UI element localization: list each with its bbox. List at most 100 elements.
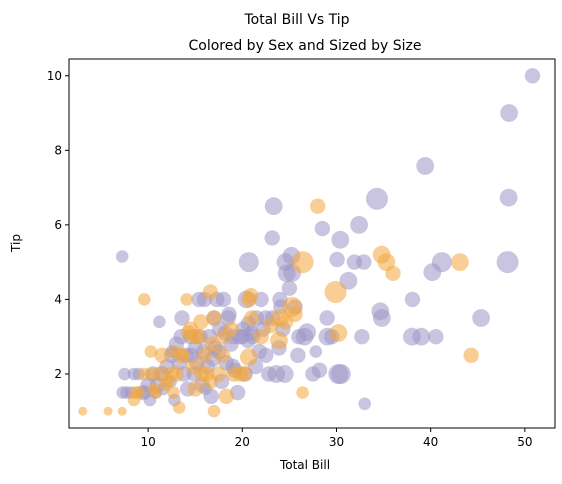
data-point xyxy=(153,315,166,329)
data-point xyxy=(264,230,280,246)
data-point xyxy=(296,386,309,399)
data-point xyxy=(328,364,349,384)
data-point xyxy=(319,310,335,326)
data-point xyxy=(215,329,232,345)
data-point xyxy=(144,345,158,358)
data-point xyxy=(202,284,218,300)
y-tick-label: 6 xyxy=(54,218,62,232)
data-point xyxy=(221,306,237,322)
data-point xyxy=(174,310,190,326)
data-point xyxy=(215,291,232,308)
data-point xyxy=(191,291,207,308)
x-axis-ticks: 10 20 30 40 50 xyxy=(140,428,533,449)
data-point xyxy=(196,347,213,363)
data-point xyxy=(238,252,259,273)
data-point xyxy=(204,336,220,352)
data-point xyxy=(366,187,388,210)
data-point xyxy=(103,406,113,416)
data-point xyxy=(331,230,350,249)
data-point xyxy=(496,251,519,274)
data-point xyxy=(463,347,479,363)
data-point xyxy=(138,293,151,306)
chart-title: Colored by Sex and Sized by Size xyxy=(188,38,421,54)
data-point xyxy=(243,288,259,304)
data-point xyxy=(270,331,288,350)
data-point xyxy=(428,329,444,345)
data-point xyxy=(291,329,307,345)
x-tick-label: 10 xyxy=(140,435,155,449)
data-point xyxy=(193,314,209,330)
data-point xyxy=(372,309,391,327)
data-point xyxy=(358,397,372,411)
data-point xyxy=(416,157,435,175)
data-point xyxy=(329,324,348,342)
data-point xyxy=(324,281,347,303)
x-axis-label: Total Bill xyxy=(279,458,330,472)
data-point xyxy=(240,348,258,367)
data-point xyxy=(354,329,370,345)
data-point xyxy=(180,325,197,341)
data-point xyxy=(168,345,181,358)
data-point xyxy=(500,104,518,122)
data-point xyxy=(329,251,345,268)
y-tick-label: 8 xyxy=(54,143,62,157)
data-point xyxy=(218,388,234,404)
y-tick-label: 2 xyxy=(54,367,62,381)
data-point xyxy=(185,358,201,375)
data-point xyxy=(350,216,368,234)
data-point xyxy=(187,381,203,397)
data-point xyxy=(404,291,421,308)
data-point xyxy=(287,306,303,322)
data-point xyxy=(275,365,294,383)
data-point xyxy=(116,386,129,399)
data-point xyxy=(118,367,131,381)
data-point xyxy=(291,251,314,274)
y-axis-label: Tip xyxy=(9,234,23,253)
x-tick-label: 40 xyxy=(423,435,438,449)
y-tick-label: 10 xyxy=(47,69,62,83)
data-point xyxy=(172,401,186,414)
data-point xyxy=(115,250,129,263)
data-point xyxy=(385,265,401,281)
data-point xyxy=(180,293,193,306)
data-point xyxy=(198,366,215,382)
data-point xyxy=(264,197,283,216)
data-point xyxy=(206,310,222,326)
data-point xyxy=(290,347,306,363)
data-point xyxy=(147,382,161,396)
data-point xyxy=(356,254,372,270)
data-point xyxy=(451,253,469,271)
data-point xyxy=(472,309,490,327)
data-points xyxy=(78,68,541,418)
x-tick-label: 20 xyxy=(235,435,250,449)
plot-frame xyxy=(68,58,556,429)
data-point xyxy=(117,406,127,416)
data-point xyxy=(214,347,231,363)
data-point xyxy=(262,317,279,334)
data-point xyxy=(244,310,260,326)
data-point xyxy=(423,263,442,282)
data-point xyxy=(412,327,431,346)
data-point xyxy=(258,347,274,363)
data-point xyxy=(127,393,141,407)
x-tick-label: 50 xyxy=(517,435,532,449)
data-point xyxy=(154,347,170,363)
data-point xyxy=(152,366,169,382)
data-point xyxy=(524,68,541,84)
data-point xyxy=(309,345,323,358)
data-point xyxy=(253,329,269,345)
data-point xyxy=(236,366,252,382)
data-point xyxy=(78,406,88,416)
data-point xyxy=(240,332,256,349)
x-tick-label: 30 xyxy=(329,435,344,449)
data-point xyxy=(207,404,221,418)
data-point xyxy=(281,280,298,296)
data-point xyxy=(311,362,328,378)
y-axis-ticks: 2 4 6 8 10 xyxy=(47,69,69,381)
data-point xyxy=(314,220,331,237)
data-point xyxy=(310,198,326,214)
data-point xyxy=(499,188,518,207)
chart-suptitle: Total Bill Vs Tip xyxy=(243,12,349,28)
